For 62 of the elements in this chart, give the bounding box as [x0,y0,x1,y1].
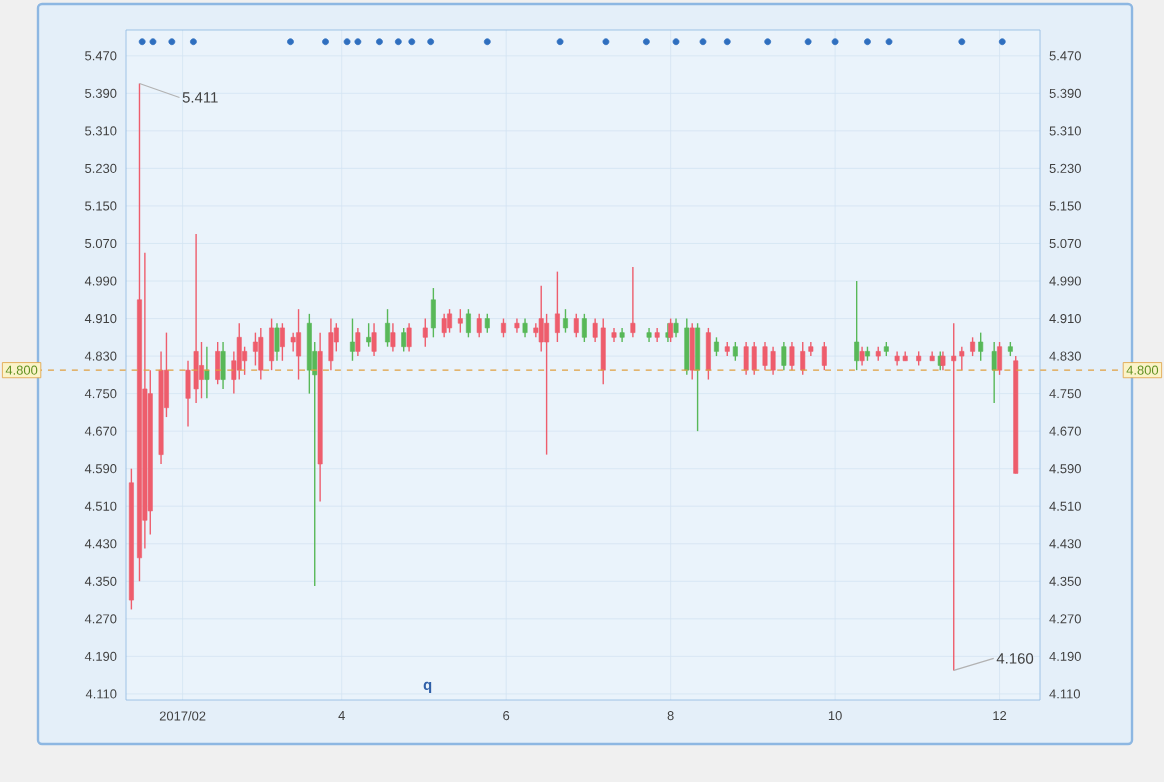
candlestick [997,341,1003,376]
candlestick [522,317,528,339]
candlestick [705,327,711,381]
candlestick [743,341,749,376]
candlestick [600,317,606,385]
candlestick [554,270,560,343]
candlestick [484,313,490,334]
candlestick [350,317,355,362]
candlestick [581,313,587,343]
candlestick [406,322,412,353]
candlestick [258,327,264,381]
candlestick [501,317,506,339]
candlestick [684,317,690,376]
candlestick [859,346,865,367]
candlestick [781,341,787,371]
candlestick [573,313,579,339]
candlestick [252,331,258,367]
candlestick [476,313,482,339]
candlestick [544,313,550,456]
candlestick [970,336,976,357]
candlestick [279,322,285,362]
candlestick [199,341,204,399]
candlestick [371,322,377,357]
candlestick [821,341,827,371]
candlestick [366,322,372,348]
candlestick [465,308,471,339]
candlestick [762,341,768,371]
candlestick [751,341,757,376]
candlestick [269,317,275,371]
candlestick [770,346,776,376]
candlestick [220,341,226,390]
candlestick [991,341,997,404]
candlestick [422,317,428,348]
candlestick [789,341,795,371]
candlestick [951,322,957,672]
candlestick [563,308,568,334]
candlestick [204,346,210,399]
candlestick [959,346,965,371]
candlestick [215,341,221,385]
candlestick [385,308,390,348]
candlestick [430,287,436,339]
candlestick [447,308,452,334]
candlestick [290,331,296,353]
candlestick [296,308,302,381]
candlestick [689,322,695,381]
candlestick [668,317,674,343]
candlestick [714,336,719,357]
candlestick [328,317,334,371]
candlestick [193,233,199,404]
candlestick [854,280,860,371]
candlestick [401,327,407,353]
candlestick [800,341,806,376]
candlestick [978,331,984,362]
candlestick [390,322,396,353]
candlestick [441,313,447,339]
candlestick [695,322,701,432]
candlestick [457,308,463,334]
candlestick [732,341,738,362]
candlestick [355,327,361,357]
candlestick [630,266,636,339]
candlestick [673,317,679,339]
candlestick [274,322,280,362]
